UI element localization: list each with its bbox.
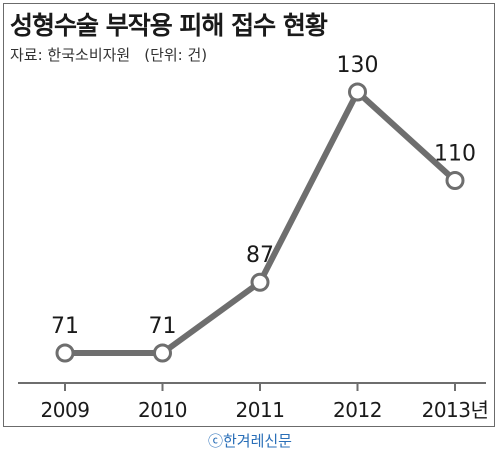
x-tick-label: 2009 xyxy=(41,398,90,422)
tick-label-layer: 2009 2010 2011 2012 2013년 xyxy=(41,398,489,422)
x-axis xyxy=(18,382,486,391)
credit-text: ⓒ한겨레신문 xyxy=(207,432,292,450)
line-chart: 71 71 87 130 110 2009 2010 2011 2012 2013년 xyxy=(18,53,489,422)
chart-frame xyxy=(3,3,495,427)
x-tick-label: 2011 xyxy=(236,398,285,422)
source-line: 자료: 한국소비자원 (단위: 건) xyxy=(10,44,207,65)
data-point-marker xyxy=(250,272,270,292)
data-label: 71 xyxy=(51,314,79,339)
chart-title: 성형수술 부작용 피해 접수 현황 xyxy=(10,11,328,40)
x-tick-label: 2010 xyxy=(138,398,187,422)
marker-layer xyxy=(55,82,465,363)
series-line xyxy=(62,89,458,356)
data-label: 110 xyxy=(434,141,476,166)
series-layer xyxy=(62,89,458,356)
data-label: 71 xyxy=(149,314,177,339)
data-point-marker xyxy=(55,343,75,363)
unit-text: (단위: 건) xyxy=(144,46,208,64)
data-point-marker xyxy=(348,82,367,102)
data-label-layer: 71 71 87 130 110 xyxy=(51,53,476,339)
data-label: 130 xyxy=(337,53,379,78)
data-point-marker xyxy=(445,170,465,190)
data-point-marker xyxy=(153,343,172,363)
x-tick-label: 2013년 xyxy=(422,398,489,422)
data-label: 87 xyxy=(246,243,274,268)
x-tick-label: 2012 xyxy=(333,398,382,422)
source-text: 자료: 한국소비자원 xyxy=(10,46,131,64)
